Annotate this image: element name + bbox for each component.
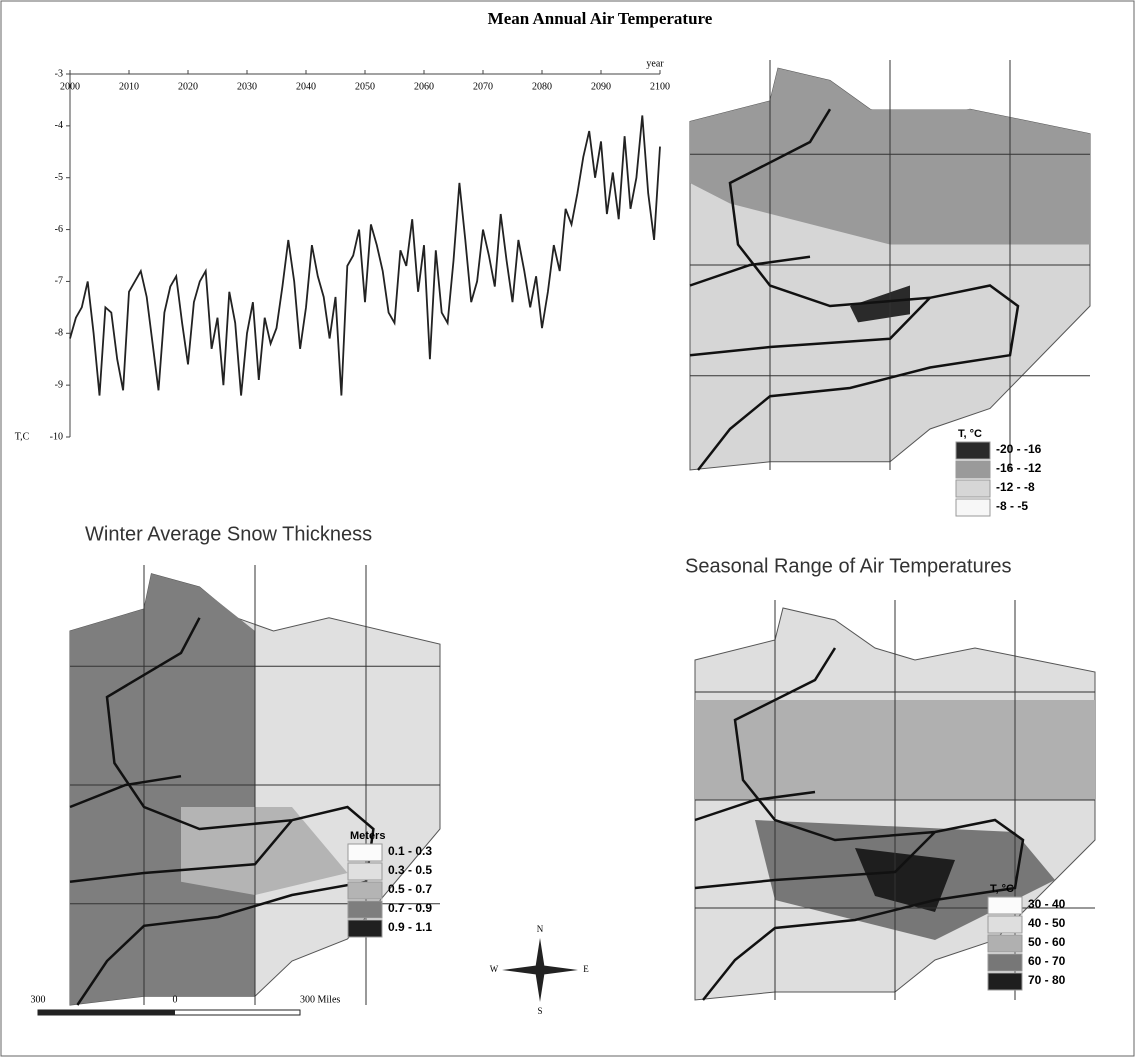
legend-swatch xyxy=(987,972,1023,991)
legend-label: 30 - 40 xyxy=(1028,897,1066,911)
x-tick-label: 2020 xyxy=(178,81,198,92)
chart-title: Mean Annual Air Temperature xyxy=(488,9,713,28)
legend-label: 0.3 - 0.5 xyxy=(388,863,432,877)
x-tick-label: 2040 xyxy=(296,81,316,92)
x-tick-label: 2060 xyxy=(414,81,434,92)
boundary xyxy=(69,617,375,1006)
boundary xyxy=(689,108,1020,471)
x-tick-label: 2050 xyxy=(355,81,375,92)
y-tick-label: -9 xyxy=(55,379,63,390)
legend-swatch xyxy=(987,953,1023,972)
line xyxy=(69,115,661,396)
region xyxy=(850,285,910,323)
compass-label: W xyxy=(490,964,499,974)
y-tick-label: -5 xyxy=(55,172,63,183)
legend-swatch xyxy=(347,881,383,900)
x-tick-label: 2090 xyxy=(591,81,611,92)
scale-label: 0 xyxy=(173,994,178,1005)
map xyxy=(689,60,1091,471)
legend-swatch xyxy=(955,498,991,517)
y-tick-label: -7 xyxy=(55,276,63,287)
boundary xyxy=(694,647,1025,1001)
x-tick-label: 2010 xyxy=(119,81,139,92)
compass-label: E xyxy=(583,964,589,974)
legend-swatch xyxy=(987,915,1023,934)
legend-swatch xyxy=(347,843,383,862)
scale-label: 300 Miles xyxy=(300,994,340,1005)
compass-label: N xyxy=(537,924,544,934)
y-tick-label: -8 xyxy=(55,328,63,339)
region xyxy=(855,848,955,912)
legend-label: -20 - -16 xyxy=(996,442,1042,456)
compass xyxy=(502,938,578,1002)
scale-bar xyxy=(38,1010,175,1015)
legend-label: 0.1 - 0.3 xyxy=(388,844,432,858)
y-tick-label: -10 xyxy=(50,431,63,442)
legend-label: 0.5 - 0.7 xyxy=(388,882,432,896)
legend-label: -16 - -12 xyxy=(996,461,1042,475)
x-tick-label: 2030 xyxy=(237,81,257,92)
x-tick-label: 2000 xyxy=(60,81,80,92)
x-tick-label: 2070 xyxy=(473,81,493,92)
y-tick-label: -6 xyxy=(55,224,63,235)
legend-label: 40 - 50 xyxy=(1028,916,1066,930)
legend-label: 50 - 60 xyxy=(1028,935,1066,949)
legend-swatch xyxy=(955,441,991,460)
x-tick-label: 2080 xyxy=(532,81,552,92)
legend-label: 70 - 80 xyxy=(1028,973,1066,987)
compass-label: S xyxy=(537,1006,542,1016)
legend-label: 0.9 - 1.1 xyxy=(388,920,432,934)
y-tick-label: -3 xyxy=(55,68,63,79)
y-axis-label: T,C xyxy=(15,431,30,442)
legend-swatch xyxy=(347,919,383,938)
legend-swatch xyxy=(347,900,383,919)
legend-label: 0.7 - 0.9 xyxy=(388,901,432,915)
region xyxy=(70,573,255,1005)
legend-label: 60 - 70 xyxy=(1028,954,1066,968)
scale-label: 300 xyxy=(31,994,46,1005)
legend-swatch xyxy=(955,479,991,498)
legend-label: -12 - -8 xyxy=(996,480,1035,494)
map-title: Winter Average Snow Thickness xyxy=(85,523,372,545)
x-axis-label: year xyxy=(646,58,664,69)
legend-swatch xyxy=(987,934,1023,953)
map-title: Seasonal Range of Air Temperatures xyxy=(685,555,1012,577)
legend-title: T, °C xyxy=(958,428,982,440)
legend-swatch xyxy=(955,460,991,479)
legend-title: T, °C xyxy=(990,883,1014,895)
region xyxy=(181,807,348,895)
legend-swatch xyxy=(987,896,1023,915)
legend-title: Meters xyxy=(350,830,385,842)
x-tick-label: 2100 xyxy=(650,81,670,92)
legend-swatch xyxy=(347,862,383,881)
y-tick-label: -4 xyxy=(55,120,63,131)
legend-label: -8 - -5 xyxy=(996,499,1028,513)
